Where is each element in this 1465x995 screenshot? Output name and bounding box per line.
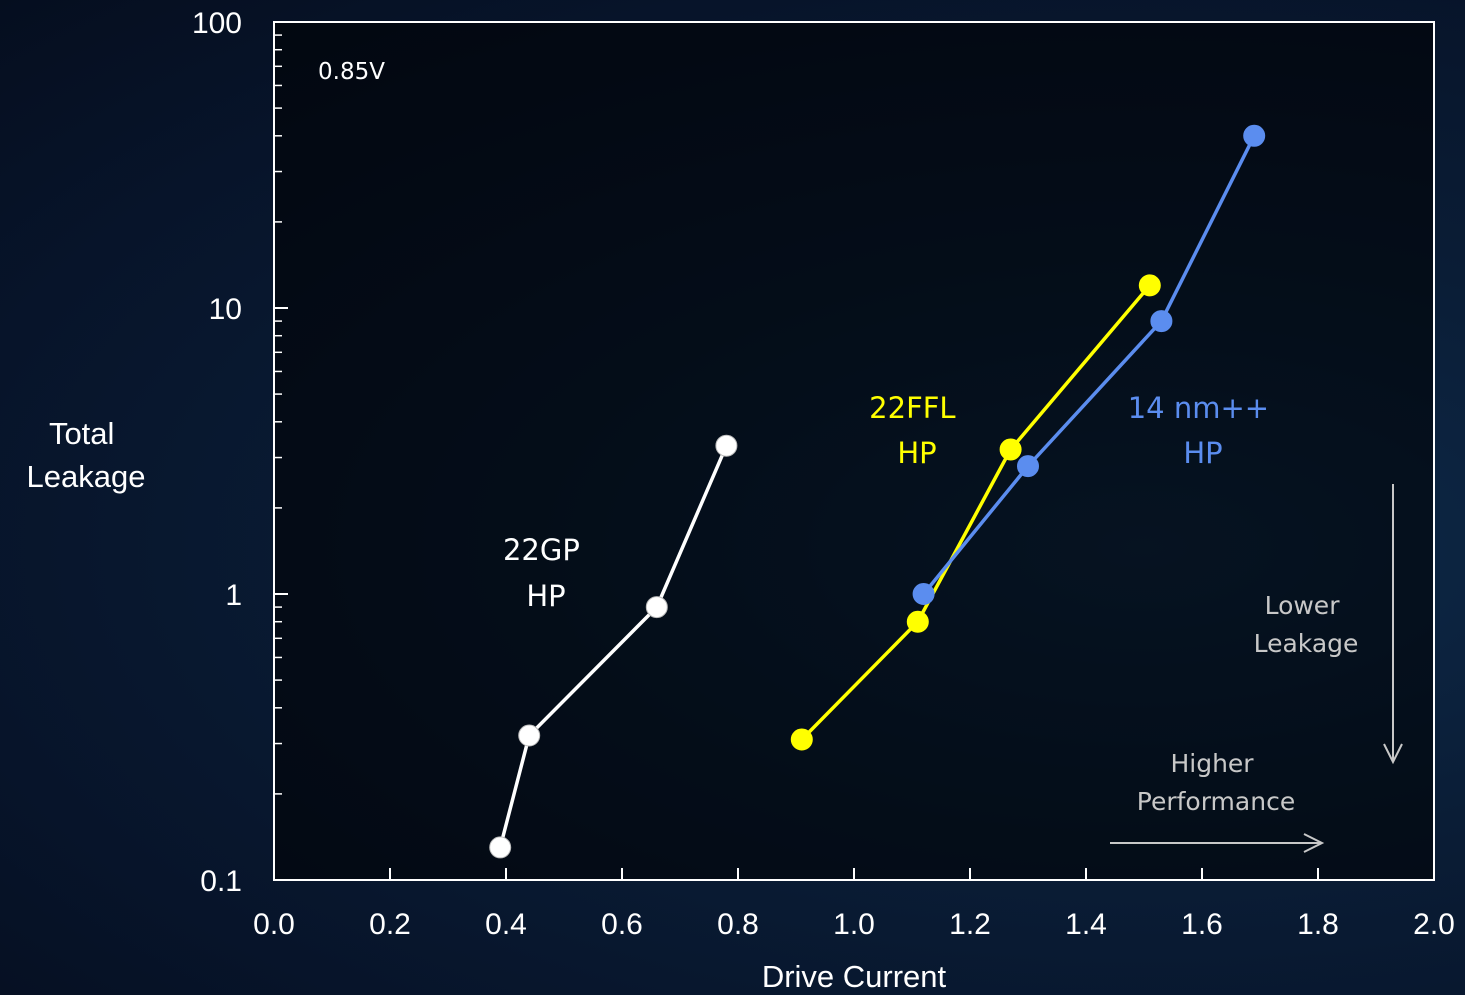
data-point-22ffl <box>999 438 1022 461</box>
x-tick-label: 0.0 <box>253 908 295 941</box>
y-tick-label: 0.1 <box>200 865 242 898</box>
x-tick-label: 0.2 <box>369 908 411 941</box>
data-point-14nm <box>1150 310 1173 333</box>
data-point-22gp <box>645 596 668 619</box>
data-point-22gp <box>489 836 512 859</box>
data-point-22ffl <box>1138 274 1161 297</box>
data-point-22ffl <box>790 728 813 751</box>
data-point-14nm <box>1017 455 1039 478</box>
y-axis-title: Total Leakage <box>27 416 146 494</box>
series-line-22ffl <box>800 284 1152 741</box>
series-layer <box>489 124 1266 859</box>
series-label-22ffl: 22FFL HP <box>869 391 965 470</box>
lower-leakage-annotation: Lower Leakage <box>1254 591 1359 658</box>
x-tick-label: 1.4 <box>1065 908 1107 941</box>
y-tick-label: 10 <box>209 293 242 326</box>
series-line-14nm <box>922 135 1256 596</box>
y-ticks: 0.1 1 10 100 <box>192 7 288 898</box>
x-tick-label: 0.8 <box>717 908 759 941</box>
x-tick-label: 1.8 <box>1297 908 1339 941</box>
series-label-14nm: 14 nm++ HP <box>1128 391 1279 470</box>
x-ticks: 0.0 0.2 0.4 0.6 0.8 1.0 1.2 1.4 1.6 1.8 2.0 <box>253 868 1455 941</box>
x-tick-label: 0.6 <box>601 908 643 941</box>
data-point-22gp <box>518 724 541 747</box>
y-tick-label: 1 <box>225 579 242 612</box>
x-tick-label: 1.6 <box>1181 908 1223 941</box>
data-point-14nm <box>912 583 935 605</box>
x-tick-label: 1.2 <box>949 908 991 941</box>
condition-label: 0.85V <box>318 59 385 85</box>
x-axis-title: Drive Current <box>762 959 947 994</box>
data-point-22ffl <box>906 610 929 633</box>
x-tick-label: 1.0 <box>833 908 875 941</box>
down-arrow <box>1383 484 1403 765</box>
right-arrow <box>1110 833 1325 853</box>
series-line-22gp <box>498 445 729 848</box>
y-tick-label: 100 <box>192 7 242 40</box>
y-minor-ticks <box>274 34 282 795</box>
x-tick-label: 2.0 <box>1413 908 1455 941</box>
data-point-14nm <box>1243 124 1266 147</box>
x-tick-label: 0.4 <box>485 908 527 941</box>
higher-performance-annotation: Higher Performance <box>1137 749 1295 816</box>
data-point-22gp <box>715 434 738 457</box>
series-label-22gp: 22GP HP <box>503 533 589 613</box>
